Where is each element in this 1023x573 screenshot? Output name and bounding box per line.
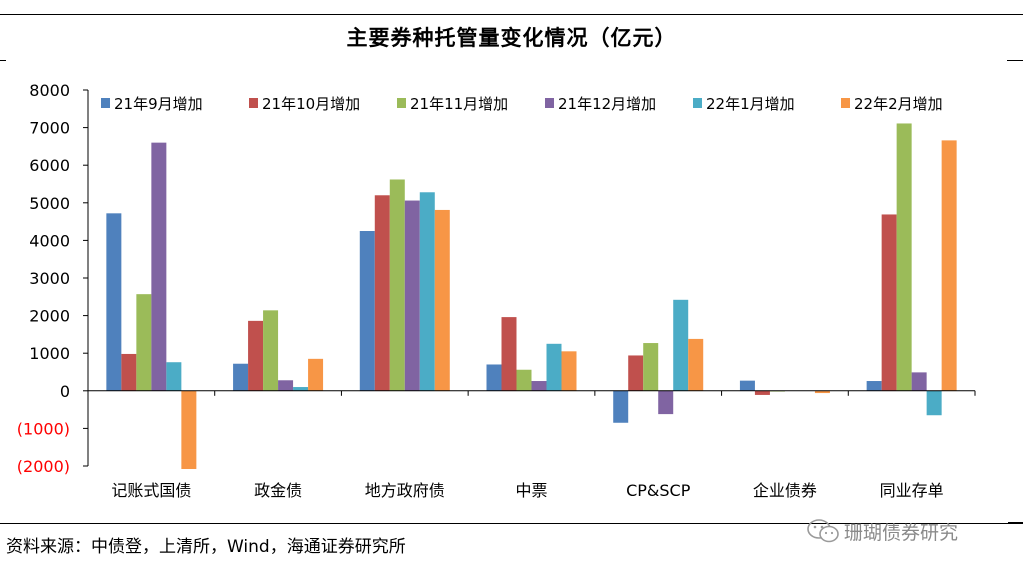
x-tick-label: 中票	[515, 481, 547, 500]
y-tick-label: 2000	[29, 307, 70, 326]
bar	[613, 390, 629, 423]
legend-label: 21年9月增加	[114, 95, 203, 113]
legend-label: 22年1月增加	[706, 95, 795, 113]
bar	[121, 353, 137, 391]
bar	[263, 310, 279, 391]
legend-label: 22年2月增加	[854, 95, 943, 113]
bottom-rule	[0, 523, 1023, 524]
bar	[166, 362, 182, 391]
legend-swatch	[545, 98, 554, 108]
frame-left-tick	[0, 60, 6, 61]
bar	[896, 123, 912, 391]
bar	[501, 317, 517, 391]
y-tick-label: (2000)	[17, 457, 70, 476]
bar	[688, 338, 704, 391]
frame-right-tick	[1007, 60, 1023, 61]
y-tick-label: 8000	[29, 81, 70, 100]
bar	[181, 390, 197, 470]
legend-swatch	[397, 98, 406, 108]
bar	[136, 294, 152, 391]
x-tick-label: 企业债券	[753, 481, 817, 500]
bar	[374, 195, 390, 391]
top-rule	[0, 14, 1023, 15]
y-tick-label: 1000	[29, 344, 70, 363]
bar	[419, 192, 435, 391]
y-tick-label: 5000	[29, 194, 70, 213]
bar	[866, 381, 882, 391]
y-tick-label: 7000	[29, 119, 70, 138]
bar	[151, 142, 167, 391]
y-tick-label: 6000	[29, 156, 70, 175]
bar	[926, 390, 942, 416]
y-tick-label: 3000	[29, 269, 70, 288]
x-tick-label: 记账式国债	[111, 481, 191, 500]
bar	[911, 372, 927, 391]
source-note: 资料来源：中债登，上清所，Wind，海通证券研究所	[6, 537, 406, 557]
y-tick-label: 4000	[29, 231, 70, 250]
bar	[486, 364, 502, 391]
bar	[814, 390, 830, 394]
x-tick-label: 地方政府债	[365, 481, 445, 500]
legend-swatch	[841, 98, 850, 108]
legend-label: 21年11月增加	[410, 95, 508, 113]
bar	[106, 213, 122, 391]
bar	[628, 355, 644, 391]
bar	[359, 231, 375, 391]
x-tick-label: 同业存单	[880, 481, 944, 500]
legend-label: 21年12月增加	[558, 95, 656, 113]
bar	[739, 380, 755, 391]
bar	[673, 299, 689, 391]
bar	[404, 200, 420, 391]
x-tick-label: 政金债	[254, 481, 302, 500]
bar	[531, 381, 547, 391]
legend-swatch	[101, 98, 110, 108]
y-tick-label: 0	[60, 382, 70, 401]
bar	[754, 390, 770, 395]
bar	[546, 343, 562, 391]
bar-chart: 8000 7000 6000 5000 4000 3000 2000 1000 0 (1000) (…	[17, 81, 976, 500]
y-tick-label: (1000)	[17, 419, 70, 438]
bar	[308, 358, 324, 391]
bar	[278, 380, 294, 391]
bar	[233, 363, 249, 391]
bar	[434, 209, 450, 391]
bar	[658, 390, 674, 415]
bar	[516, 369, 532, 391]
bar	[941, 140, 957, 391]
legend-swatch	[249, 98, 258, 108]
watermark: 珊瑚债券研究	[806, 518, 958, 544]
bar	[248, 320, 264, 391]
bar	[561, 351, 577, 391]
frame-bottom-right-tick	[1008, 522, 1023, 523]
legend-swatch	[693, 98, 702, 108]
legend-label: 21年10月增加	[262, 95, 360, 113]
wechat-icon	[807, 519, 839, 543]
bar	[643, 343, 659, 391]
bar	[881, 214, 897, 391]
chart-title: 主要券种托管量变化情况（亿元）	[346, 26, 677, 50]
watermark-text: 珊瑚债券研究	[844, 521, 959, 544]
bar	[389, 179, 405, 391]
bar	[293, 387, 309, 391]
x-tick-label: CP&SCP	[626, 481, 691, 500]
